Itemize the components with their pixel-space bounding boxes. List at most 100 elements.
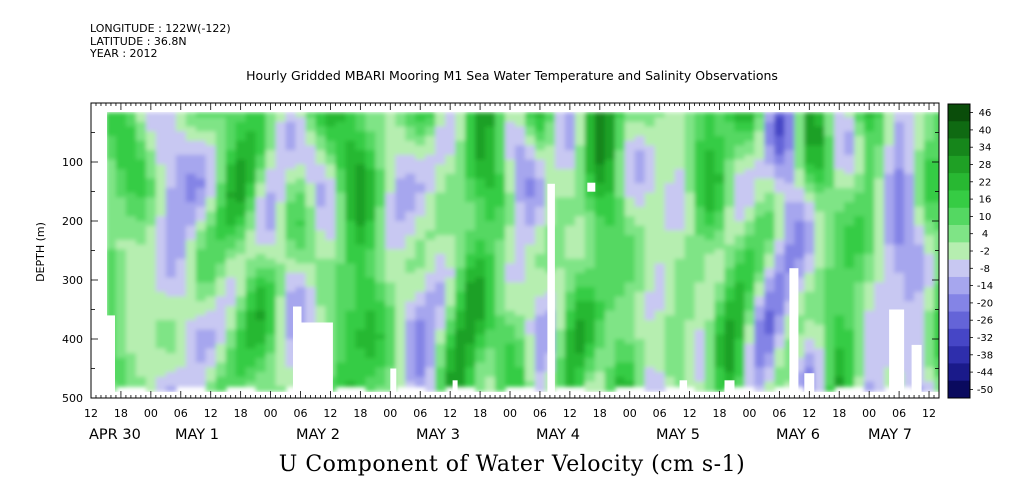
heatmap-cell — [924, 339, 935, 345]
heatmap-cell — [814, 357, 826, 364]
heatmap-cell — [624, 126, 636, 133]
heatmap-cell — [315, 202, 327, 208]
heatmap-cell — [704, 320, 716, 326]
heatmap-cell — [744, 117, 756, 123]
heatmap-cell — [914, 202, 925, 208]
heatmap-cell — [235, 164, 247, 170]
heatmap-cell — [125, 206, 137, 213]
heatmap-cell — [315, 197, 327, 203]
heatmap-cell — [455, 268, 466, 274]
heatmap-cell — [195, 173, 207, 180]
heatmap-cell — [235, 169, 247, 175]
heatmap-cell — [594, 183, 606, 189]
heatmap-cell — [445, 239, 456, 246]
heatmap-cell — [355, 178, 367, 184]
heatmap-cell — [884, 164, 895, 170]
heatmap-cell — [135, 254, 147, 260]
heatmap-cell — [375, 221, 387, 227]
heatmap-cell — [834, 376, 845, 383]
heatmap-cell — [764, 343, 776, 350]
heatmap-cell — [305, 192, 317, 199]
heatmap-cell — [654, 121, 666, 128]
heatmap-cell — [764, 244, 776, 251]
heatmap-cell — [155, 334, 167, 340]
heatmap-cell — [365, 183, 377, 189]
heatmap-cell — [325, 131, 337, 137]
heatmap-cell — [934, 362, 939, 369]
heatmap-cell — [145, 235, 157, 241]
heatmap-cell — [714, 206, 726, 213]
heatmap-cell — [395, 197, 407, 203]
heatmap-cell — [714, 178, 726, 184]
heatmap-cell — [614, 235, 626, 241]
heatmap-cell — [684, 235, 696, 241]
heatmap-cell — [375, 272, 387, 279]
heatmap-cell — [644, 324, 656, 331]
heatmap-cell — [405, 192, 417, 199]
heatmap-cell — [106, 145, 117, 151]
heatmap-cell — [874, 324, 885, 331]
heatmap-cell — [564, 202, 576, 208]
heatmap-cell — [375, 376, 387, 383]
heatmap-cell — [814, 386, 826, 392]
heatmap-cell — [335, 169, 347, 175]
heatmap-cell — [754, 310, 766, 317]
heatmap-cell — [335, 376, 347, 383]
heatmap-cell — [395, 282, 407, 288]
heatmap-cell — [704, 353, 716, 359]
heatmap-cell — [684, 353, 696, 359]
heatmap-cell — [125, 339, 137, 345]
heatmap-cell — [654, 225, 666, 232]
heatmap-cell — [924, 192, 935, 199]
heatmap-cell — [125, 188, 137, 194]
heatmap-cell — [275, 263, 287, 269]
heatmap-cell — [525, 244, 536, 251]
heatmap-cell — [315, 136, 327, 142]
heatmap-cell — [445, 258, 456, 265]
heatmap-cell — [854, 277, 865, 284]
heatmap-cell — [894, 145, 905, 151]
heatmap-cell — [604, 192, 616, 199]
heatmap-cell — [724, 296, 736, 302]
heatmap-cell — [395, 249, 407, 255]
heatmap-cell — [405, 324, 417, 331]
heatmap-cell — [714, 367, 726, 373]
heatmap-cell — [564, 306, 576, 312]
heatmap-cell — [435, 320, 446, 326]
heatmap-cell — [834, 173, 845, 180]
heatmap-cell — [355, 320, 367, 326]
heatmap-cell — [445, 339, 456, 345]
heatmap-cell — [914, 230, 925, 236]
heatmap-cell — [245, 216, 257, 222]
heatmap-cell — [195, 301, 207, 307]
heatmap-cell — [924, 216, 935, 222]
heatmap-cell — [914, 136, 925, 142]
heatmap-cell — [864, 126, 875, 133]
heatmap-cell — [475, 235, 486, 241]
heatmap-cell — [345, 324, 357, 331]
heatmap-cell — [574, 381, 586, 387]
heatmap-cell — [415, 291, 426, 298]
heatmap-cell — [475, 183, 486, 189]
heatmap-cell — [185, 140, 197, 147]
heatmap-cell — [235, 343, 247, 350]
heatmap-cell — [115, 249, 127, 255]
heatmap-cell — [584, 339, 596, 345]
heatmap-cell — [145, 131, 157, 137]
heatmap-cell — [245, 357, 257, 364]
heatmap-cell — [804, 277, 816, 284]
heatmap-cell — [674, 263, 686, 269]
heatmap-cell — [694, 320, 706, 326]
heatmap-cell — [225, 206, 237, 213]
heatmap-cell — [155, 381, 167, 387]
heatmap-cell — [195, 117, 207, 123]
heatmap-cell — [884, 183, 895, 189]
heatmap-cell — [415, 268, 426, 274]
heatmap-cell — [305, 121, 317, 128]
heatmap-cell — [175, 140, 187, 147]
heatmap-cell — [914, 334, 925, 340]
heatmap-cell — [774, 239, 786, 246]
heatmap-cell — [744, 329, 756, 336]
heatmap-cell — [604, 268, 616, 274]
heatmap-cell — [185, 376, 197, 383]
